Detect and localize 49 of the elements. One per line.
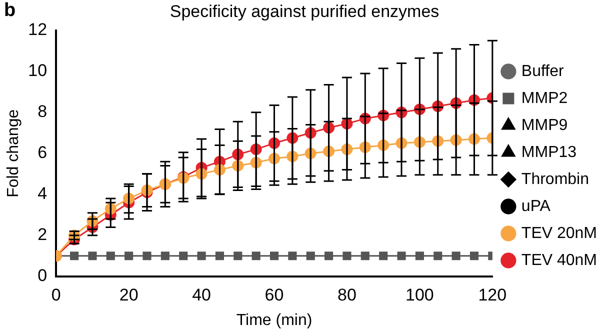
y-tick-label: 12: [28, 20, 48, 40]
y-tick-label: 6: [38, 143, 48, 162]
y-tick-label: 0: [38, 266, 48, 286]
point: [470, 252, 479, 260]
point: [142, 252, 152, 260]
x-tick-label: 20: [119, 285, 138, 304]
legend-label: MMP13: [521, 144, 577, 161]
x-tick-label: 60: [264, 285, 284, 304]
point: [197, 252, 206, 260]
point: [288, 252, 297, 260]
point: [306, 252, 315, 260]
point: [379, 252, 388, 260]
x-axis-title: Time (min): [236, 312, 312, 329]
legend-label: Buffer: [521, 62, 564, 80]
point: [324, 252, 334, 260]
legend-label: MMP2: [521, 90, 568, 107]
x-tick-label: 0: [51, 285, 61, 304]
point: [360, 252, 370, 260]
point: [160, 252, 170, 260]
point: [88, 252, 97, 260]
point: [270, 252, 279, 260]
point: [124, 252, 134, 260]
legend-label: TEV 40nM: [521, 252, 598, 269]
point: [252, 252, 260, 260]
text: b: [4, 0, 16, 22]
y-tick-label: 8: [38, 102, 48, 122]
point: [452, 252, 460, 260]
y-tick-label: 4: [38, 184, 48, 204]
y-tick-label: 2: [38, 225, 48, 244]
point: [342, 252, 352, 260]
x-tick-label: 100: [406, 285, 434, 304]
x-tick-label: 120: [478, 285, 507, 304]
y-tick-label: 10: [28, 61, 48, 80]
point: [415, 252, 424, 260]
point: [179, 252, 188, 260]
x-tick-label: 40: [192, 285, 212, 304]
point: [215, 252, 224, 260]
legend-label: MMP9: [521, 116, 568, 134]
point: [397, 252, 406, 260]
point: [234, 252, 242, 260]
point: [434, 252, 442, 260]
legend-label: Thrombin: [521, 170, 589, 188]
chart-title: Specificity against purified enzymes: [170, 2, 440, 21]
legend-label: uPA: [521, 198, 551, 215]
point: [106, 252, 115, 260]
x-tick-label: 80: [338, 285, 356, 304]
y-axis-title: Fold change: [5, 109, 22, 198]
legend-label: TEV 20nM: [521, 224, 598, 242]
point: [70, 252, 79, 260]
